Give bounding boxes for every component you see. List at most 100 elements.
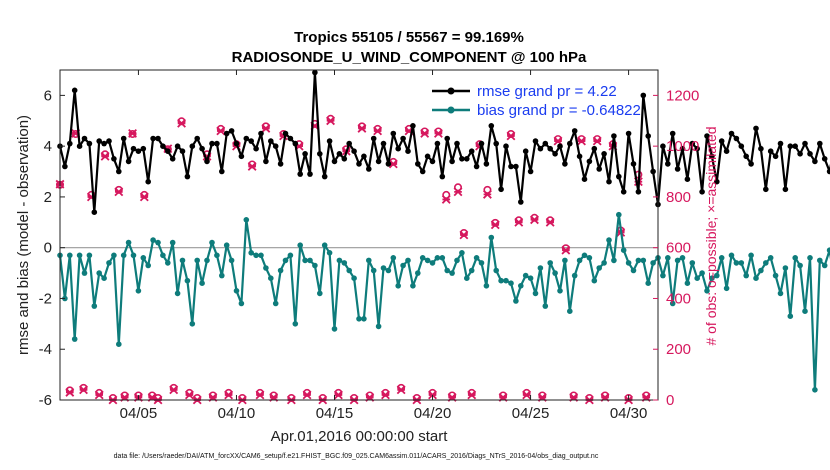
bias-point: [125, 239, 132, 246]
rmse-point: [665, 161, 671, 167]
bias-point: [302, 257, 308, 264]
rmse-point: [321, 173, 328, 180]
rmse-point: [449, 158, 455, 165]
bias-point: [665, 254, 671, 261]
bias-point: [223, 242, 230, 248]
rmse-point: [326, 138, 333, 144]
bias-point: [748, 252, 754, 259]
rmse-point: [738, 143, 745, 149]
rmse-point: [763, 186, 769, 193]
assimilated-obs-point: [94, 390, 104, 400]
rmse-point: [179, 148, 186, 154]
bias-point: [723, 285, 730, 292]
bias-point: [728, 252, 735, 259]
bias-point: [321, 242, 328, 248]
assimilated-obs-point: [453, 187, 463, 197]
rmse-point: [694, 145, 700, 152]
bias-point: [155, 239, 161, 246]
bias-point: [821, 262, 828, 269]
bias-point: [571, 272, 578, 279]
bias-point: [699, 270, 705, 276]
rmse-point: [464, 156, 470, 162]
rmse-point: [792, 143, 798, 149]
bias-point: [76, 252, 83, 259]
bias-point: [586, 254, 593, 261]
assimilated-obs-point: [326, 116, 336, 126]
rmse-point: [714, 178, 720, 185]
assimilated-obs-point: [428, 390, 437, 400]
rmse-point: [361, 153, 367, 160]
bias-point: [140, 254, 147, 261]
bias-point: [199, 280, 205, 287]
bias-point: [532, 290, 539, 297]
bias-point: [101, 275, 107, 282]
bias-point: [807, 254, 813, 261]
rmse-point: [258, 130, 264, 137]
rmse-point: [488, 123, 495, 129]
rmse-point: [370, 135, 377, 142]
bias-point: [174, 290, 181, 297]
rmse-point: [581, 176, 588, 182]
rmse-point: [253, 145, 259, 152]
assimilated-obs-point: [577, 136, 586, 146]
rmse-point: [493, 140, 500, 147]
rmse-point: [263, 158, 269, 165]
bias-point: [753, 275, 759, 282]
rmse-point: [669, 130, 676, 137]
rmse-point: [209, 140, 215, 147]
bias-point: [552, 270, 558, 276]
rmse-point: [807, 151, 813, 157]
bias-point: [591, 277, 598, 284]
rmse-point: [62, 163, 68, 170]
bias-point: [209, 239, 215, 246]
assimilated-obs-point: [65, 387, 75, 397]
rmse-point: [223, 130, 230, 137]
y-tick-label: 4: [44, 138, 52, 155]
y-tick-label: 2: [44, 189, 52, 206]
bias-point: [263, 265, 269, 271]
bias-point: [508, 280, 514, 287]
rmse-point: [537, 145, 544, 152]
rmse-point: [165, 148, 171, 154]
rmse-point: [351, 148, 357, 154]
rmse-point: [145, 178, 151, 185]
assimilated-obs-point: [490, 220, 500, 230]
rmse-point: [508, 163, 514, 170]
plot-frame: [59, 69, 659, 401]
bias-point: [179, 257, 186, 264]
bias-point: [390, 254, 397, 261]
bias-point: [518, 283, 524, 289]
assimilated-obs-point: [139, 192, 149, 202]
rmse-point: [160, 143, 166, 149]
bias-point: [714, 272, 720, 279]
rmse-point: [616, 173, 622, 180]
bias-point: [596, 265, 602, 271]
bias-point: [581, 252, 588, 259]
legend-rmse-marker: [447, 87, 455, 95]
y-right-tick-label: 200: [666, 341, 691, 358]
bias-point: [91, 303, 98, 309]
bias-point: [277, 267, 284, 274]
bias-point: [557, 288, 563, 294]
bias-point: [400, 262, 406, 269]
rmse-point: [277, 161, 284, 167]
rmse-point: [96, 138, 102, 144]
rmse-point: [268, 138, 274, 144]
bias-point: [268, 275, 274, 282]
bias-point: [792, 254, 798, 261]
rmse-point: [106, 138, 112, 144]
rmse-point: [611, 133, 617, 139]
bias-point: [704, 288, 710, 294]
bias-point: [449, 270, 455, 276]
bias-point: [71, 336, 78, 342]
assimilated-obs-point: [396, 385, 406, 395]
rmse-point: [439, 173, 446, 180]
rmse-point: [375, 158, 382, 165]
bias-point: [297, 242, 304, 248]
bias-point: [370, 267, 377, 274]
rmse-point: [434, 140, 441, 147]
bias-point: [375, 323, 382, 330]
bias-point: [787, 313, 794, 320]
bias-point: [826, 247, 830, 253]
bias-point: [424, 257, 431, 264]
